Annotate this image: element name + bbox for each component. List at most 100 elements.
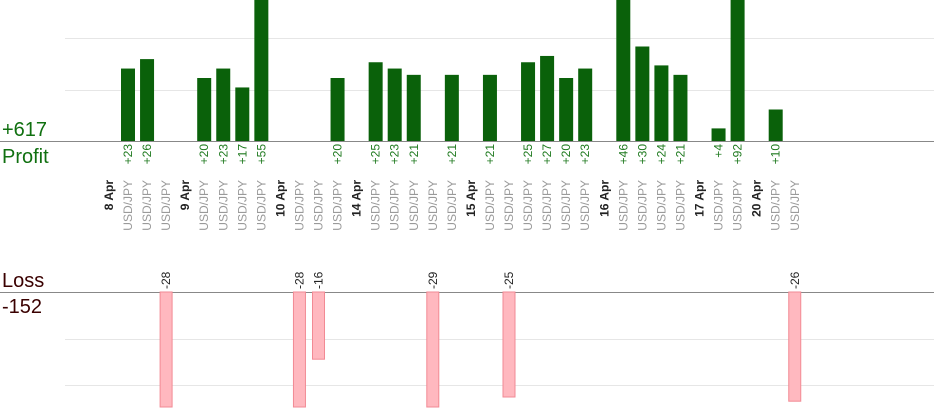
profit-value-label: +21 [445, 144, 459, 165]
instrument-label: USD/JPY [369, 180, 383, 231]
profit-value-label: +21 [407, 144, 421, 165]
profit-value-label: +55 [254, 144, 268, 165]
profit-bar [387, 68, 402, 141]
bars [121, 0, 802, 408]
instrument-label: USD/JPY [197, 180, 211, 231]
loss-bar [502, 291, 516, 398]
profit-value-label: +26 [140, 144, 154, 165]
profit-bar [121, 68, 135, 141]
instrument-label: USD/JPY [654, 180, 668, 231]
profit-value-label: +20 [331, 144, 345, 165]
profit-bar [482, 74, 497, 141]
instrument-label: USD/JPY [121, 180, 135, 231]
loss-value-label: -28 [292, 271, 306, 289]
profit-value-label: +25 [369, 144, 383, 165]
date-label: 20 Apr [750, 180, 764, 217]
profit-value-label: +46 [616, 144, 630, 165]
instrument-label: USD/JPY [159, 180, 173, 231]
loss-label: Loss [2, 270, 44, 292]
profit-bar [730, 0, 745, 141]
instrument-label: USD/JPY [540, 180, 554, 231]
profit-bar [616, 0, 631, 141]
profit-value-label: +24 [654, 144, 668, 165]
profit-bar [768, 109, 783, 141]
profit-bar [654, 65, 669, 141]
instrument-label: USD/JPY [635, 180, 649, 231]
date-label: 15 Apr [464, 180, 478, 217]
profit-bar [197, 78, 212, 141]
loss-value-label: -16 [312, 271, 326, 289]
loss-bar [788, 291, 802, 402]
profit-value-label: +92 [731, 144, 745, 165]
instrument-label: USD/JPY [388, 180, 402, 231]
profit-value-label: +20 [197, 144, 211, 165]
date-label: 14 Apr [350, 180, 364, 217]
profit-value-label: +23 [121, 144, 135, 165]
profit-bar [521, 62, 536, 141]
date-label: 8 Apr [102, 180, 116, 211]
instrument-label: USD/JPY [331, 180, 345, 231]
profit-bar [635, 46, 650, 141]
loss-total: -152 [2, 296, 42, 318]
instrument-label: USD/JPY [216, 180, 230, 231]
profit-bar [254, 0, 269, 141]
loss-value-label: -29 [426, 271, 440, 289]
instrument-label: USD/JPY [292, 180, 306, 231]
loss-value-label: -26 [788, 271, 802, 289]
date-label: 10 Apr [273, 180, 287, 217]
profit-value-label: +23 [216, 144, 230, 165]
instrument-label: USD/JPY [521, 180, 535, 231]
instrument-label: USD/JPY [578, 180, 592, 231]
date-label: 17 Apr [693, 180, 707, 217]
profit-bar [444, 74, 459, 141]
profit-total: +617 [2, 119, 47, 141]
instrument-label: USD/JPY [673, 180, 687, 231]
loss-bar [159, 291, 173, 408]
profit-bar [368, 62, 383, 141]
profit-value-label: +4 [712, 144, 726, 158]
instrument-label: USD/JPY [616, 180, 630, 231]
profit-bar [406, 74, 421, 141]
profit-value-label: +25 [521, 144, 535, 165]
profit-bar [330, 78, 345, 141]
profit-value-label: +20 [559, 144, 573, 165]
instrument-label: USD/JPY [426, 180, 440, 231]
instrument-label: USD/JPY [769, 180, 783, 231]
loss-bar [312, 291, 325, 360]
profit-value-label: +10 [769, 144, 783, 165]
profit-value-label: +23 [578, 144, 592, 165]
loss-bar [292, 291, 306, 408]
profit-bar [673, 74, 688, 141]
profit-value-label: +21 [673, 144, 687, 165]
instrument-label: USD/JPY [140, 180, 154, 231]
profit-value-label: +23 [388, 144, 402, 165]
instrument-label: USD/JPY [254, 180, 268, 231]
date-label: 16 Apr [597, 180, 611, 217]
instrument-label: USD/JPY [483, 180, 497, 231]
profit-value-label: +30 [635, 144, 649, 165]
gridlines [65, 38, 934, 386]
profit-label: Profit [2, 146, 49, 168]
instrument-label: USD/JPY [235, 180, 249, 231]
instrument-label: USD/JPY [731, 180, 745, 231]
date-label: 9 Apr [178, 180, 192, 211]
profit-value-label: +17 [235, 144, 249, 165]
instrument-label: USD/JPY [559, 180, 573, 231]
profit-bar [711, 128, 726, 141]
instrument-label: USD/JPY [712, 180, 726, 231]
labels: 8 Apr USD/JPY +23 USD/JPY +26 USD/JPY -28 9 Apr… [102, 144, 802, 289]
profit-value-label: +27 [540, 144, 554, 165]
instrument-label: USD/JPY [407, 180, 421, 231]
loss-value-label: -25 [502, 271, 516, 289]
profit-bar [235, 87, 250, 141]
profit-value-label: +21 [483, 144, 497, 165]
loss-bar [426, 291, 440, 408]
profit-bar [559, 78, 574, 141]
instrument-label: USD/JPY [502, 180, 516, 231]
instrument-label: USD/JPY [445, 180, 459, 231]
profit-bar [140, 59, 155, 141]
profit-bar [216, 68, 231, 141]
profit-bar [540, 55, 555, 142]
